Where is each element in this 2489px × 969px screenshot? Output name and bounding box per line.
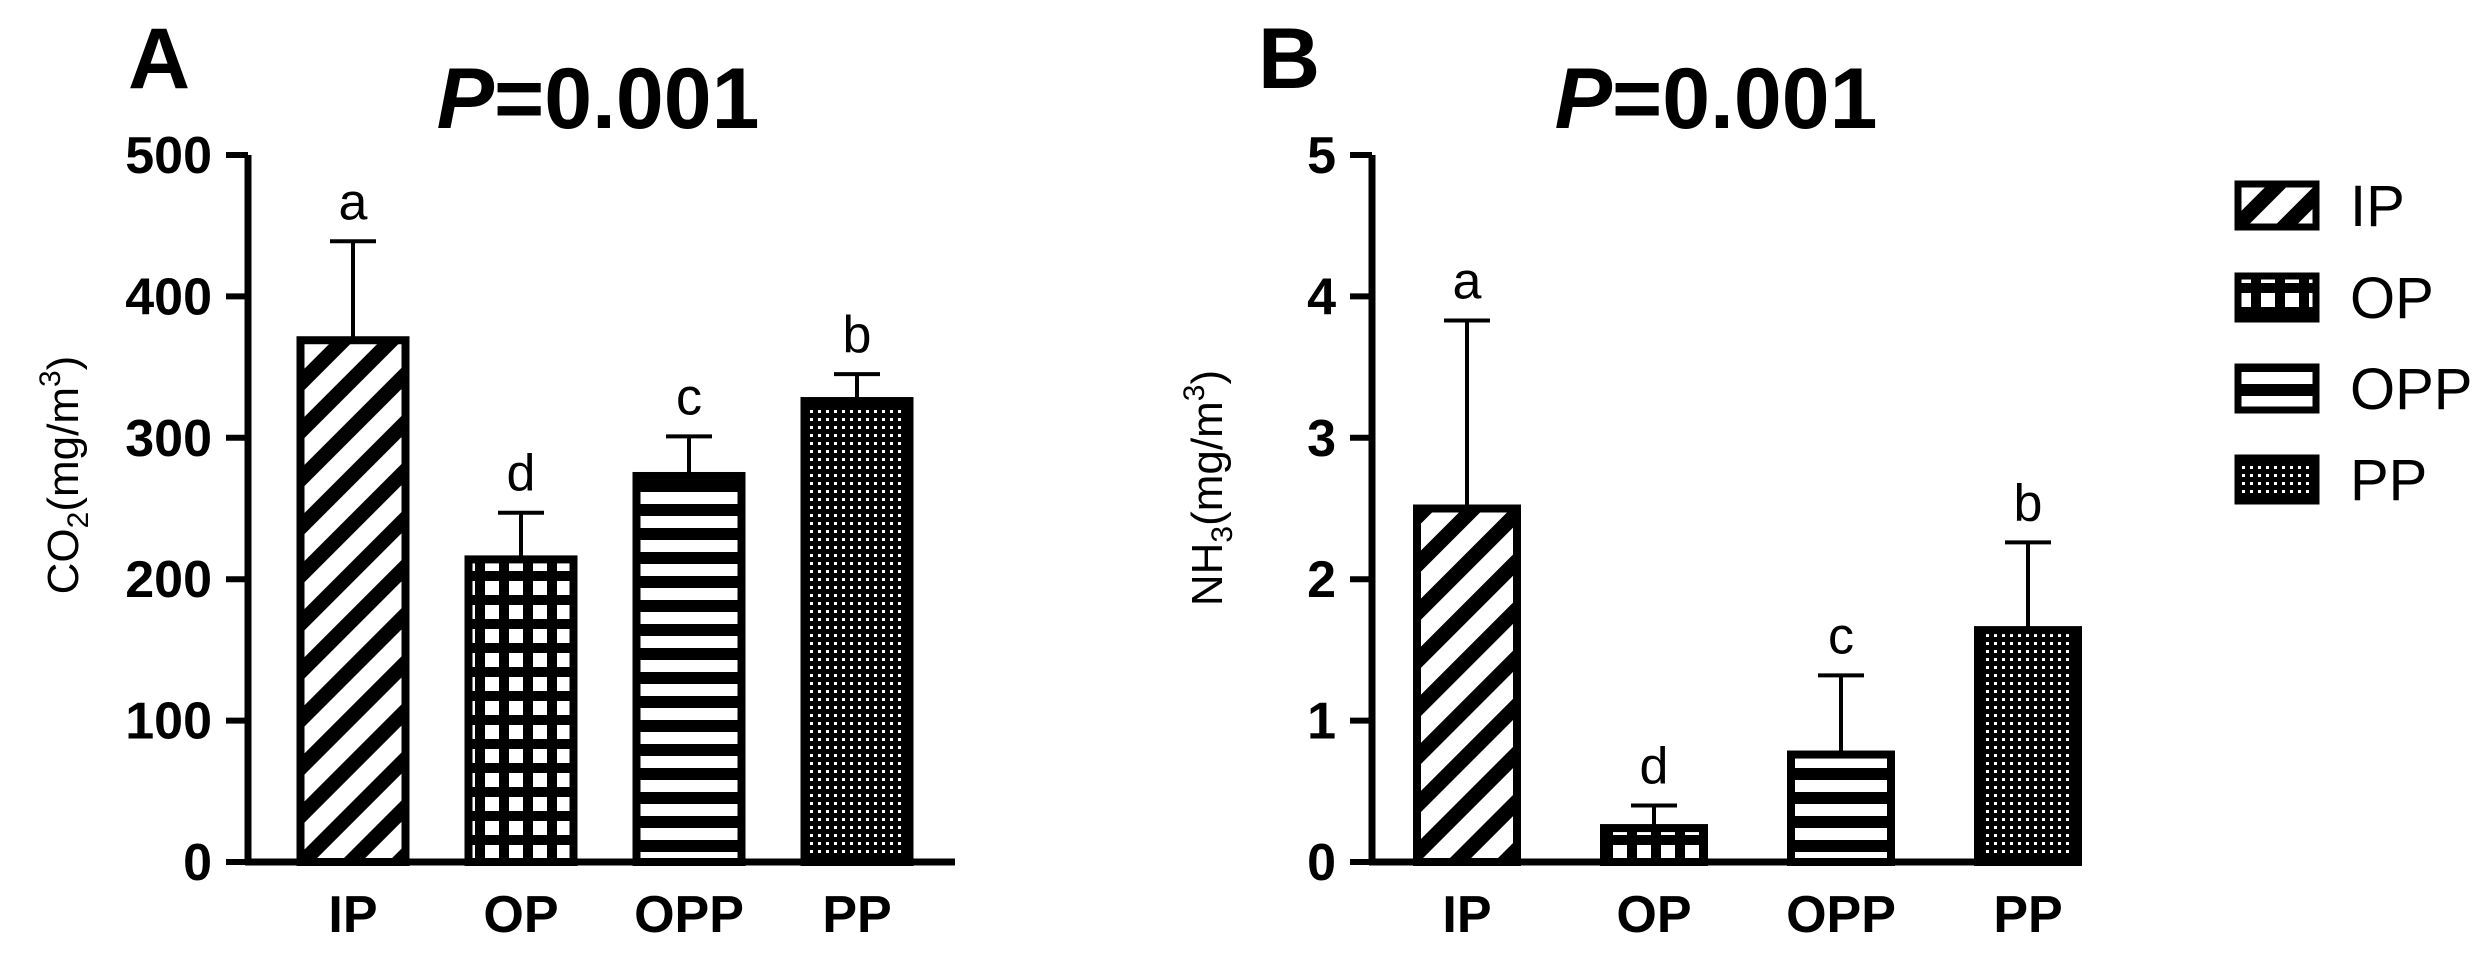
panel-b-sig-label-pp: b: [2014, 474, 2043, 532]
legend-label-opp: OPP: [2350, 357, 2473, 422]
panel-b-plot: a IP d OP c OPP b PP 0 1 2 3 4 5: [1307, 127, 2082, 944]
legend-label-op: OP: [2350, 266, 2434, 331]
panel-a-y-tick-label: 0: [183, 834, 212, 892]
panel-a-y-tick-label: 300: [125, 410, 212, 468]
panel-b-title-rest: =0.001: [1612, 51, 1877, 147]
panel-b-sig-label-ip: a: [1453, 252, 1482, 310]
panel-a-sig-label-ip: a: [339, 173, 368, 231]
panel-b-x-tick-label-op: OP: [1616, 886, 1691, 944]
panel-a-title-italic: P: [437, 51, 495, 147]
panel-a-y-axis-label-sup: 3: [34, 370, 67, 387]
panel-b-y-tick-label: 2: [1307, 551, 1336, 609]
panel-a-x-tick-label-op: OP: [483, 886, 558, 944]
panel-a-y-tick-label: 400: [125, 268, 212, 326]
panel-a-plot: a IP d OP c OPP b PP 0 100 200 300 400 500: [125, 127, 955, 944]
panel-a: A P=0.001 CO2(mg/m3) a IP d OP c OPP b PP 0 100 20…: [34, 11, 955, 944]
panel-a-x-tick-label-ip: IP: [328, 886, 377, 944]
panel-b-bar-opp: [1787, 750, 1895, 867]
panel-a-y-axis-label-unit: (mg/m: [39, 387, 88, 512]
panel-b-y-tick-label: 0: [1307, 834, 1336, 892]
panel-b-sig-label-opp: c: [1828, 607, 1854, 665]
legend: IP OP OPP PP: [2234, 174, 2473, 513]
panel-a-sig-label-pp: b: [843, 306, 872, 364]
panel-letter-a: A: [128, 11, 190, 107]
panel-b-title: P=0.001: [1555, 51, 1878, 147]
panel-b-title-italic: P: [1555, 51, 1613, 147]
panel-a-sig-label-op: d: [507, 445, 536, 503]
panel-b-y-tick-label: 1: [1307, 693, 1336, 751]
panel-b-sig-label-op: d: [1640, 737, 1669, 795]
legend-swatch-op: [2234, 272, 2320, 323]
panel-b-x-tick-label-opp: OPP: [1786, 886, 1896, 944]
panel-a-y-tick-label: 200: [125, 551, 212, 609]
panel-b-x-tick-label-pp: PP: [1993, 886, 2062, 944]
panel-a-x-tick-label-opp: OPP: [634, 886, 744, 944]
panel-a-y-axis-label-sub: 2: [62, 512, 95, 529]
legend-label-pp: PP: [2350, 448, 2427, 513]
panel-b-y-tick-label: 5: [1307, 127, 1336, 185]
panel-b-bar-op: [1600, 824, 1708, 867]
panel-a-title-rest: =0.001: [494, 51, 759, 147]
panel-b-x-tick-label-ip: IP: [1442, 886, 1491, 944]
panel-b-bar-pp: [1974, 626, 2082, 866]
panel-b-bar-ip: [1413, 504, 1521, 866]
panel-b-y-axis-label-main: NH: [1183, 543, 1232, 607]
panel-a-sig-label-opp: c: [676, 368, 702, 426]
panel-b-y-axis-label-sub: 3: [1206, 526, 1239, 543]
panel-b-y-axis-label-sup: 3: [1178, 385, 1211, 402]
panel-a-bar-opp: [632, 471, 746, 866]
panel-a-y-tick-label: 500: [125, 127, 212, 185]
panel-b-y-axis-label: NH3(mg/m3): [1178, 370, 1239, 606]
panel-a-y-axis-label-close: ): [39, 356, 88, 371]
panel-a-y-tick-label: 100: [125, 693, 212, 751]
panel-a-x-tick-label-pp: PP: [822, 886, 891, 944]
legend-label-ip: IP: [2350, 174, 2405, 239]
legend-swatch-pp: [2234, 454, 2320, 505]
panel-a-y-axis-label-main: CO: [39, 528, 88, 594]
panel-b-y-tick-label: 3: [1307, 410, 1336, 468]
panel-b-y-axis-label-unit: (mg/m: [1183, 401, 1232, 526]
panel-a-bar-op: [464, 555, 578, 866]
panel-a-title: P=0.001: [437, 51, 760, 147]
legend-swatch-ip: [2234, 180, 2320, 231]
panel-b-y-axis-label-close: ): [1183, 370, 1232, 385]
panel-a-bar-pp: [800, 397, 914, 866]
panel-b-y-tick-label: 4: [1307, 268, 1336, 326]
panel-a-bar-ip: [296, 336, 410, 866]
panel-a-y-axis-label: CO2(mg/m3): [34, 356, 95, 595]
panel-letter-b: B: [1258, 11, 1320, 107]
legend-swatch-opp: [2234, 363, 2320, 414]
